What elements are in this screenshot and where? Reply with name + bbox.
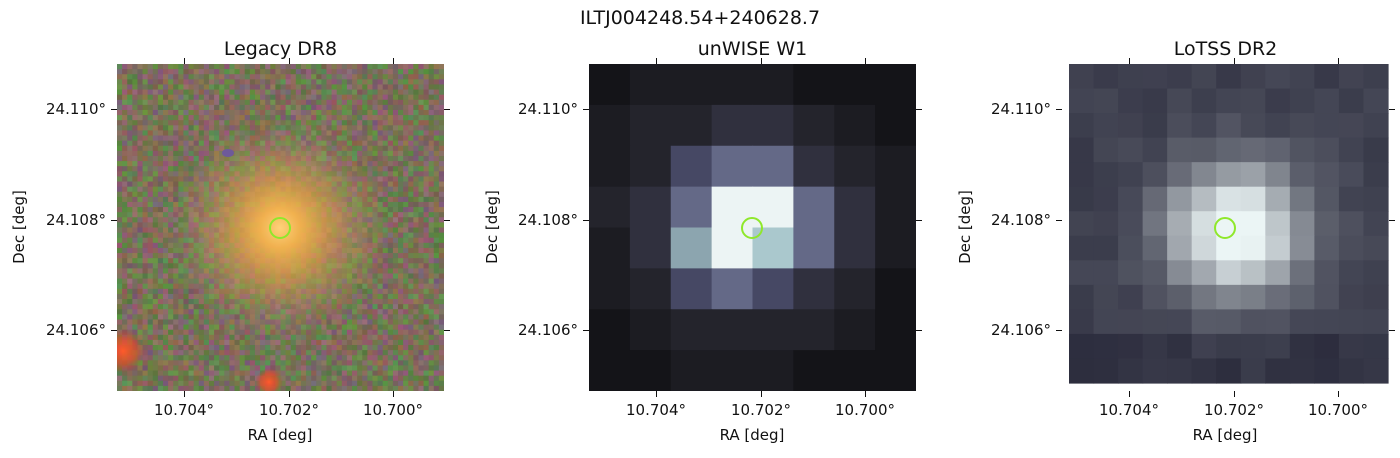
- unwise-image: [589, 64, 916, 391]
- legacy-image: [117, 64, 444, 391]
- pixel-grid: [589, 64, 916, 391]
- tick-mark: [761, 58, 762, 64]
- tick-mark: [865, 58, 866, 64]
- tick-mark: [111, 330, 117, 331]
- x-tick-label: 10.700°: [835, 401, 895, 419]
- x-tick-label: 10.700°: [1308, 401, 1368, 419]
- tick-mark: [583, 109, 589, 110]
- pixel-grid: [1069, 64, 1389, 384]
- lotss-image: [1062, 64, 1389, 391]
- tick-mark: [444, 109, 450, 110]
- tick-mark: [583, 330, 589, 331]
- bright-source: [255, 368, 283, 391]
- tick-mark: [289, 391, 290, 397]
- tick-mark: [916, 220, 922, 221]
- tick-mark: [393, 391, 394, 397]
- tick-mark: [656, 58, 657, 64]
- x-tick-label: 10.702°: [731, 401, 791, 419]
- y-tick-label: 24.106°: [518, 321, 578, 339]
- y-tick-label: 24.106°: [991, 321, 1051, 339]
- x-tick-label: 10.702°: [1204, 401, 1264, 419]
- x-axis-label: RA [deg]: [719, 426, 785, 444]
- y-tick-label: 24.106°: [46, 321, 106, 339]
- tick-mark: [916, 109, 922, 110]
- tick-mark: [916, 330, 922, 331]
- tick-mark: [393, 58, 394, 64]
- tick-mark: [1389, 220, 1395, 221]
- y-tick-label: 24.108°: [991, 211, 1051, 229]
- tick-mark: [111, 220, 117, 221]
- x-tick-label: 10.704°: [154, 401, 214, 419]
- panel-title: unWISE W1: [697, 38, 808, 60]
- x-tick-label: 10.702°: [259, 401, 319, 419]
- tick-mark: [111, 109, 117, 110]
- y-tick-label: 24.110°: [46, 100, 106, 118]
- source-marker-circle: [269, 217, 291, 239]
- x-tick-label: 10.704°: [626, 401, 686, 419]
- tick-mark: [184, 391, 185, 397]
- tick-mark: [1056, 220, 1062, 221]
- y-axis-label: Dec [deg]: [10, 190, 28, 264]
- tick-mark: [865, 391, 866, 397]
- tick-mark: [1338, 58, 1339, 64]
- y-axis-label: Dec [deg]: [956, 190, 974, 264]
- panel-title: Legacy DR8: [223, 38, 338, 60]
- tick-mark: [1234, 391, 1235, 397]
- tick-mark: [444, 330, 450, 331]
- figure-title: ILTJ004248.54+240628.7: [579, 7, 821, 29]
- y-tick-label: 24.108°: [46, 211, 106, 229]
- bright-source: [117, 329, 145, 373]
- source-marker-circle: [741, 217, 763, 239]
- x-axis-label: RA [deg]: [1192, 426, 1258, 444]
- source-marker-circle: [1214, 217, 1236, 239]
- tick-mark: [1129, 391, 1130, 397]
- y-tick-label: 24.110°: [518, 100, 578, 118]
- tick-mark: [1389, 109, 1395, 110]
- galaxy-glow: [170, 118, 390, 338]
- tick-mark: [583, 220, 589, 221]
- tick-mark: [656, 391, 657, 397]
- tick-mark: [444, 220, 450, 221]
- tick-mark: [1056, 330, 1062, 331]
- y-axis-label: Dec [deg]: [483, 190, 501, 264]
- legacy-panel: Legacy DR8 Dec [deg] RA [deg] 24.110° 24…: [0, 0, 450, 458]
- tick-mark: [1389, 330, 1395, 331]
- x-tick-label: 10.704°: [1099, 401, 1159, 419]
- tick-mark: [289, 58, 290, 64]
- unwise-panel: unWISE W1 Dec [deg] RA [deg] 24.110° 24.…: [473, 0, 923, 458]
- tick-mark: [1338, 391, 1339, 397]
- x-axis-label: RA [deg]: [247, 426, 313, 444]
- y-tick-label: 24.110°: [991, 100, 1051, 118]
- y-tick-label: 24.108°: [518, 211, 578, 229]
- tick-mark: [1234, 58, 1235, 64]
- panel-title: LoTSS DR2: [1173, 38, 1278, 60]
- lotss-panel: LoTSS DR2 Dec [deg] RA [deg] 24.110° 24.…: [946, 0, 1396, 458]
- x-tick-label: 10.700°: [363, 401, 423, 419]
- faint-source: [222, 149, 234, 157]
- tick-mark: [1129, 58, 1130, 64]
- tick-mark: [184, 58, 185, 64]
- tick-mark: [761, 391, 762, 397]
- tick-mark: [1056, 109, 1062, 110]
